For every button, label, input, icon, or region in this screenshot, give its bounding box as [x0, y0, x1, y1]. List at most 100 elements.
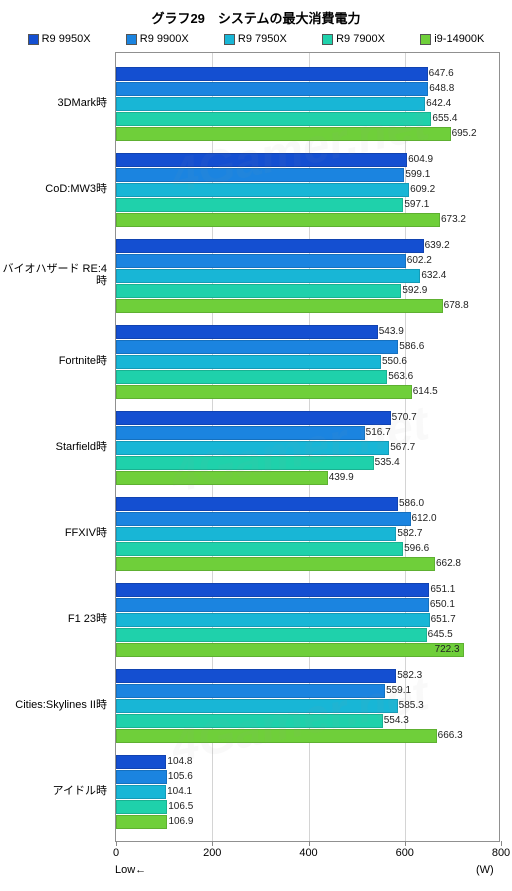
bar: 554.3 — [116, 714, 383, 728]
bar-value-label: 106.9 — [166, 815, 193, 829]
bar-value-label: 567.7 — [388, 441, 415, 455]
legend-swatch — [420, 34, 431, 45]
bar: 648.8 — [116, 82, 428, 96]
bar: 666.3 — [116, 729, 437, 743]
category-label: Starfield時 — [0, 410, 113, 484]
bar-value-label: 586.6 — [397, 340, 424, 354]
bar-value-label: 695.2 — [450, 127, 477, 141]
bar-value-label: 648.8 — [427, 82, 454, 96]
bar-value-label: 651.7 — [429, 613, 456, 627]
x-tick-label: 200 — [203, 841, 221, 859]
bar-value-label: 516.7 — [364, 426, 391, 440]
bar: 645.5 — [116, 628, 427, 642]
bar-value-label: 597.1 — [402, 198, 429, 212]
bar: 586.0 — [116, 497, 398, 511]
bar-value-label: 647.6 — [427, 67, 454, 81]
x-tick-label: 800 — [492, 841, 510, 859]
bar: 655.4 — [116, 112, 431, 126]
bar-value-label: 673.2 — [439, 213, 466, 227]
bar: 651.7 — [116, 613, 430, 627]
bar-value-label: 599.1 — [403, 168, 430, 182]
legend: R9 9950X R9 9900X R9 7950X R9 7900X i9-14900… — [0, 31, 512, 51]
bar-value-label: 612.0 — [410, 512, 437, 526]
bar-value-label: 563.6 — [386, 370, 413, 384]
bar-value-label: 559.1 — [384, 684, 411, 698]
category-label: Cities:Skylines II時 — [0, 668, 113, 742]
legend-item: i9-14900K — [420, 33, 484, 45]
legend-swatch — [322, 34, 333, 45]
bar: 104.1 — [116, 785, 166, 799]
bar: 516.7 — [116, 426, 365, 440]
category-label: CoD:MW3時 — [0, 152, 113, 226]
chart-container: グラフ29 システムの最大消費電力 R9 9950X R9 9900X R9 795… — [0, 0, 512, 891]
bar: 582.7 — [116, 527, 396, 541]
bar-value-label: 582.3 — [395, 669, 422, 683]
bar: 650.1 — [116, 598, 429, 612]
category-label: F1 23時 — [0, 582, 113, 656]
bar: 642.4 — [116, 97, 425, 111]
x-tick-label: 600 — [396, 841, 414, 859]
bar: 550.6 — [116, 355, 381, 369]
legend-label: R9 7950X — [238, 33, 287, 45]
bar-value-label: 642.4 — [424, 97, 451, 111]
bar: 612.0 — [116, 512, 411, 526]
bar: 592.9 — [116, 284, 401, 298]
category-label: バイオハザード RE:4時 — [0, 238, 113, 312]
bar: 535.4 — [116, 456, 374, 470]
x-axis-unit-label: (W) — [476, 864, 494, 876]
bar-value-label: 678.8 — [442, 299, 469, 313]
bar: 632.4 — [116, 269, 420, 283]
bar-value-label: 596.6 — [402, 542, 429, 556]
x-tick-label: 400 — [299, 841, 317, 859]
legend-swatch — [224, 34, 235, 45]
legend-item: R9 7900X — [322, 33, 385, 45]
bar: 596.6 — [116, 542, 403, 556]
category-label: Fortnite時 — [0, 324, 113, 398]
bar: 678.8 — [116, 299, 443, 313]
bar: 609.2 — [116, 183, 409, 197]
bar-value-label: 439.9 — [327, 471, 354, 485]
bar: 673.2 — [116, 213, 440, 227]
bar: 567.7 — [116, 441, 389, 455]
bar-value-label: 614.5 — [411, 385, 438, 399]
x-tick-label: 0 — [113, 841, 119, 859]
bar: 563.6 — [116, 370, 387, 384]
bar: 722.3 — [116, 643, 464, 657]
bar-value-label: 604.9 — [406, 153, 433, 167]
legend-label: i9-14900K — [434, 33, 484, 45]
legend-swatch — [28, 34, 39, 45]
bar: 582.3 — [116, 669, 396, 683]
bar: 570.7 — [116, 411, 391, 425]
category-label: 3DMark時 — [0, 66, 113, 140]
bar-value-label: 586.0 — [397, 497, 424, 511]
bar: 604.9 — [116, 153, 407, 167]
bar: 695.2 — [116, 127, 451, 141]
category-label: FFXIV時 — [0, 496, 113, 570]
bar-value-label: 104.1 — [165, 785, 192, 799]
bar: 651.1 — [116, 583, 429, 597]
bar-value-label: 602.2 — [405, 254, 432, 268]
bar: 106.9 — [116, 815, 167, 829]
bar-value-label: 570.7 — [390, 411, 417, 425]
bar-value-label: 585.3 — [397, 699, 424, 713]
bar-value-label: 632.4 — [419, 269, 446, 283]
chart-title: グラフ29 システムの最大消費電力 — [0, 0, 512, 31]
bar: 104.8 — [116, 755, 166, 769]
bar-value-label: 662.8 — [434, 557, 461, 571]
bar: 585.3 — [116, 699, 398, 713]
bar-value-label: 105.6 — [166, 770, 193, 784]
bar: 106.5 — [116, 800, 167, 814]
bar-value-label: 535.4 — [373, 456, 400, 470]
bar: 602.2 — [116, 254, 406, 268]
bar: 639.2 — [116, 239, 424, 253]
legend-label: R9 9950X — [42, 33, 91, 45]
bar-value-label: 554.3 — [382, 714, 409, 728]
bar-value-label: 639.2 — [423, 239, 450, 253]
legend-label: R9 9900X — [140, 33, 189, 45]
bar: 614.5 — [116, 385, 412, 399]
bar: 586.6 — [116, 340, 398, 354]
bar-value-label: 592.9 — [400, 284, 427, 298]
plot-area: 0200400600800647.6648.8642.4655.4695.260… — [115, 52, 500, 842]
bar: 662.8 — [116, 557, 435, 571]
bar-value-label: 543.9 — [377, 325, 404, 339]
